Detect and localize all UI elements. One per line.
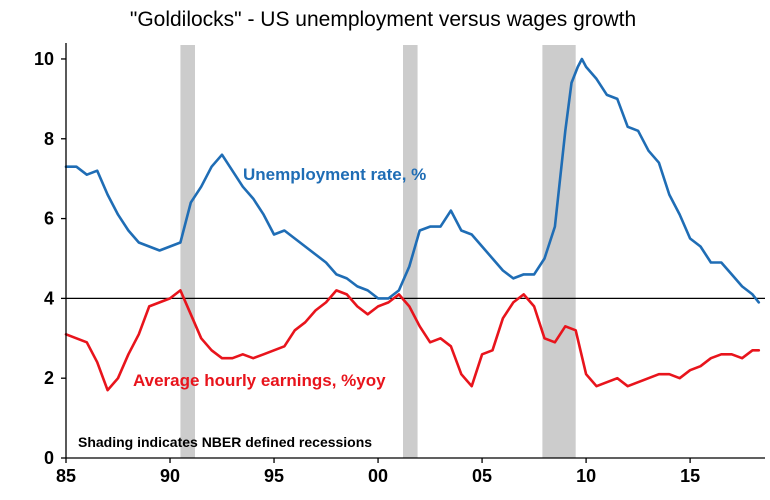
y-tick-label: 8: [44, 129, 54, 149]
y-tick-label: 6: [44, 209, 54, 229]
recession-band-2: [403, 45, 418, 458]
chart-title: "Goldilocks" - US unemployment versus wa…: [130, 8, 636, 31]
x-tick-label: 05: [472, 466, 492, 486]
x-tick-label: 95: [264, 466, 284, 486]
axes: [65, 43, 765, 459]
x-tick-label: 90: [160, 466, 180, 486]
x-tick-label: 00: [368, 466, 388, 486]
x-tick-label: 15: [680, 466, 700, 486]
unemployment-rate-line: [64, 57, 761, 304]
recession-band-1: [180, 45, 195, 458]
y-tick-label: 2: [44, 368, 54, 388]
recession-note: Shading indicates NBER defined recession…: [78, 434, 372, 450]
series-layer: [64, 57, 761, 392]
tick-labels: 0 2 4 6 8 10 85 90 95 00 05 10 15: [34, 49, 700, 486]
x-tick-label: 85: [56, 466, 76, 486]
recession-shading-layer: [180, 45, 576, 458]
y-tick-label: 10: [34, 49, 54, 69]
average-hourly-earnings-line: [64, 289, 761, 392]
series-label-unemployment: Unemployment rate, %: [243, 165, 426, 184]
y-tick-label: 4: [44, 288, 54, 308]
series-label-earnings: Average hourly earnings, %yoy: [133, 371, 386, 390]
x-tick-label: 10: [576, 466, 596, 486]
y-tick-label: 0: [44, 448, 54, 468]
